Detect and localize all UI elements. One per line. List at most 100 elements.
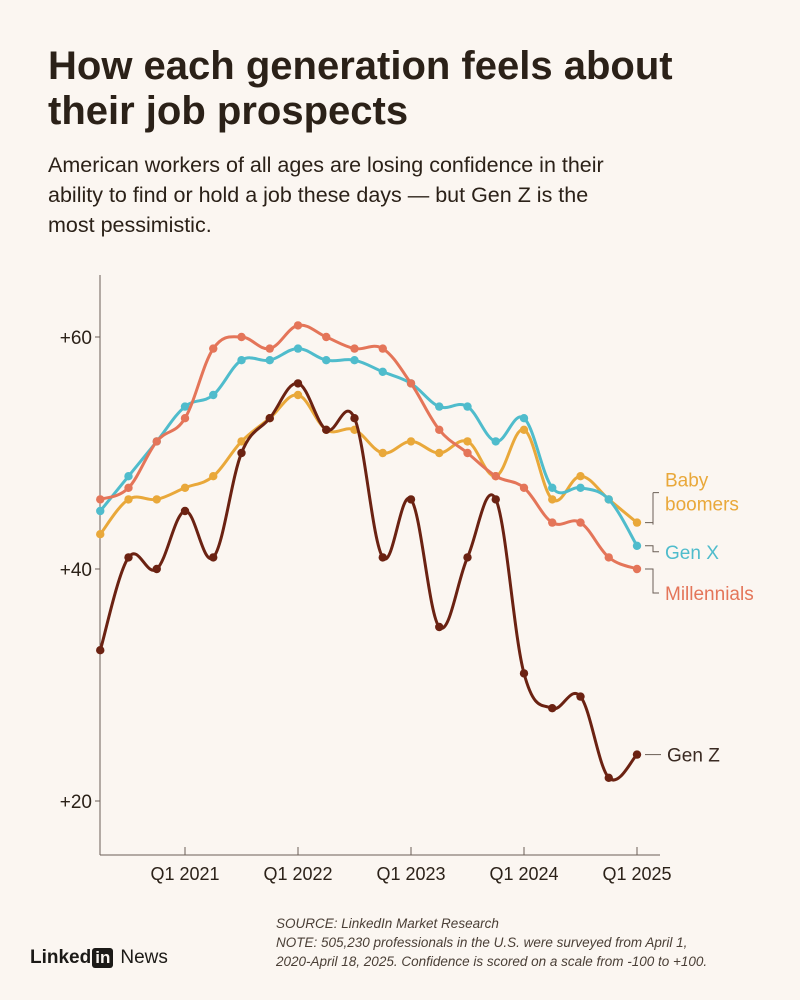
data-point-millennials xyxy=(124,483,133,492)
data-point-millennials xyxy=(180,414,190,423)
series-label-gen-z: Gen Z xyxy=(667,746,720,767)
note-line-1: NOTE: 505,230 professionals in the U.S. … xyxy=(276,935,688,950)
data-point-gen-z xyxy=(463,553,472,562)
data-point-baby-boomers xyxy=(152,495,161,504)
data-point-baby-boomers xyxy=(124,495,133,504)
leader-gen-x xyxy=(645,545,659,553)
data-point-millennials xyxy=(548,518,557,527)
chart-subtitle: American workers of all ages are losing … xyxy=(48,153,604,237)
data-point-gen-z xyxy=(152,564,161,574)
data-point-millennials xyxy=(378,344,387,353)
logo-in-box: in xyxy=(92,948,114,968)
data-point-gen-z xyxy=(180,506,190,516)
data-point-millennials xyxy=(632,564,642,574)
data-point-gen-x xyxy=(265,356,274,365)
data-point-gen-x xyxy=(96,506,105,516)
data-point-gen-z xyxy=(237,448,246,458)
y-tick-label: +40 xyxy=(60,560,92,581)
series-label-gen-x: Gen X xyxy=(665,543,719,564)
data-point-millennials xyxy=(96,495,105,504)
data-point-baby-boomers xyxy=(209,472,218,481)
logo-news-text: News xyxy=(120,947,168,968)
series-label-baby-boomers: Baby xyxy=(665,471,709,492)
series-line-baby-boomers xyxy=(98,393,639,536)
data-point-gen-x xyxy=(180,402,190,411)
data-point-baby-boomers xyxy=(632,518,642,527)
data-point-millennials xyxy=(322,332,331,342)
data-point-gen-x xyxy=(350,356,359,365)
series-labels: Baby boomers Gen X Millennials Gen Z xyxy=(645,471,754,767)
data-point-gen-x xyxy=(293,344,303,353)
data-point-baby-boomers xyxy=(463,437,472,446)
chart-axes: +20 +40 +60 Q1 2021 Q1 2022 Q1 2023 Q1 2024 Q1 … xyxy=(60,275,672,884)
series-line-millennials xyxy=(98,323,639,571)
data-point-millennials xyxy=(406,379,416,388)
source-note: SOURCE: LinkedIn Market Research NOTE: 5… xyxy=(276,914,776,971)
series-label-millennials: Millennials xyxy=(665,584,754,605)
data-point-gen-z xyxy=(209,553,218,562)
data-point-gen-x xyxy=(604,495,613,504)
data-point-gen-x xyxy=(491,437,500,446)
data-point-baby-boomers xyxy=(435,448,444,458)
x-tick-label: Q1 2022 xyxy=(263,864,332,884)
linkedin-news-logo: Linked in News xyxy=(30,944,168,972)
data-point-gen-z xyxy=(350,414,359,423)
y-tick-label: +60 xyxy=(60,328,92,349)
data-point-millennials xyxy=(519,483,529,492)
data-point-millennials xyxy=(209,344,218,353)
data-point-gen-z xyxy=(406,495,416,504)
data-point-gen-x xyxy=(124,472,133,481)
leader-baby-boomers xyxy=(645,492,659,525)
data-point-baby-boomers xyxy=(378,448,387,458)
data-point-gen-z xyxy=(378,553,387,562)
x-tick-label: Q1 2024 xyxy=(489,864,558,884)
data-point-gen-z xyxy=(519,669,529,678)
data-point-millennials xyxy=(604,553,613,562)
data-point-gen-z xyxy=(491,495,500,504)
x-tick-label: Q1 2023 xyxy=(376,864,445,884)
data-point-gen-x xyxy=(435,402,444,411)
line-chart: +20 +40 +60 Q1 2021 Q1 2022 Q1 2023 Q1 2024 Q1 … xyxy=(60,275,754,884)
leader-millennials xyxy=(645,568,659,594)
data-point-gen-x xyxy=(632,541,642,550)
data-point-gen-z xyxy=(604,773,613,782)
data-point-baby-boomers xyxy=(237,437,246,446)
note-line-2: 2020-April 18, 2025. Confidence is score… xyxy=(276,954,708,969)
data-point-gen-z xyxy=(96,646,105,655)
data-point-baby-boomers xyxy=(180,483,190,492)
data-point-baby-boomers xyxy=(576,472,585,481)
chart-title: How each generation feels about their jo… xyxy=(48,44,673,133)
data-point-baby-boomers xyxy=(519,425,529,434)
logo-linked-text: Linked xyxy=(30,947,92,968)
data-point-baby-boomers xyxy=(293,390,303,400)
data-point-gen-x xyxy=(463,402,472,411)
data-point-millennials xyxy=(237,332,246,342)
data-point-gen-x xyxy=(237,356,246,365)
data-point-millennials xyxy=(293,321,303,330)
series-line-gen-z xyxy=(98,381,639,782)
source-text: SOURCE: LinkedIn Market Research xyxy=(276,916,499,931)
data-point-gen-z xyxy=(632,750,642,759)
series-label-baby-boomers: boomers xyxy=(665,495,739,516)
data-point-gen-z xyxy=(322,425,331,434)
data-point-millennials xyxy=(576,518,585,527)
data-point-gen-z xyxy=(124,553,133,562)
data-point-gen-x xyxy=(378,367,387,376)
data-point-millennials xyxy=(435,425,444,434)
data-point-gen-x xyxy=(519,414,529,423)
data-point-gen-x xyxy=(548,483,557,492)
data-point-millennials xyxy=(152,437,161,446)
data-point-baby-boomers xyxy=(96,530,105,539)
data-point-gen-x xyxy=(322,356,331,365)
chart-series xyxy=(96,321,642,782)
data-point-gen-z xyxy=(435,622,444,632)
x-tick-label: Q1 2025 xyxy=(602,864,671,884)
data-point-millennials xyxy=(491,472,500,481)
data-point-baby-boomers xyxy=(548,495,557,504)
data-point-gen-z xyxy=(576,692,585,701)
data-point-gen-z xyxy=(293,379,303,388)
data-point-gen-x xyxy=(209,390,218,400)
data-point-millennials xyxy=(463,448,472,458)
data-point-gen-x xyxy=(576,483,585,492)
data-point-gen-z xyxy=(265,414,274,423)
